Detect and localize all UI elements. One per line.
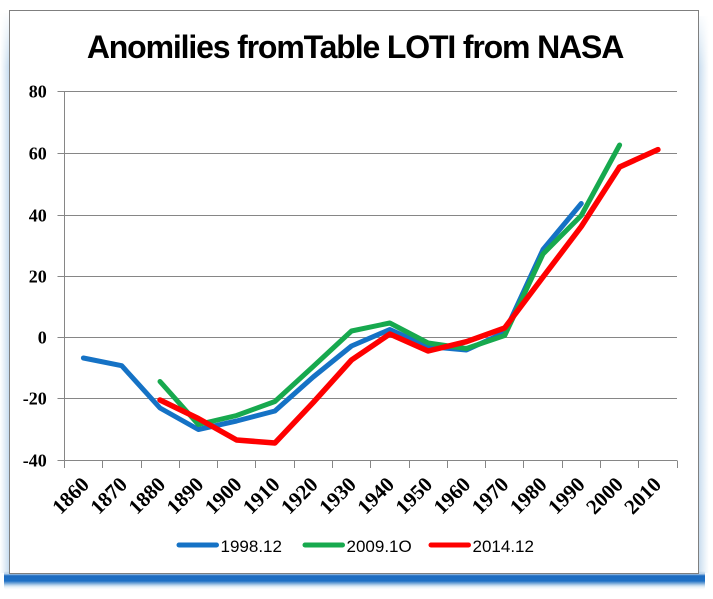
svg-text:-40: -40 <box>23 451 47 471</box>
svg-text:2009.1O: 2009.1O <box>347 537 412 556</box>
svg-text:-20: -20 <box>23 389 47 409</box>
svg-text:0: 0 <box>38 328 47 348</box>
svg-text:2014.12: 2014.12 <box>473 537 534 556</box>
svg-text:80: 80 <box>29 82 47 102</box>
svg-text:20: 20 <box>29 267 47 287</box>
svg-text:40: 40 <box>29 206 47 226</box>
svg-text:60: 60 <box>29 144 47 164</box>
svg-text:Anomilies fromTable LOTI from: Anomilies fromTable LOTI from NASA <box>87 29 624 65</box>
svg-text:1998.12: 1998.12 <box>221 537 282 556</box>
